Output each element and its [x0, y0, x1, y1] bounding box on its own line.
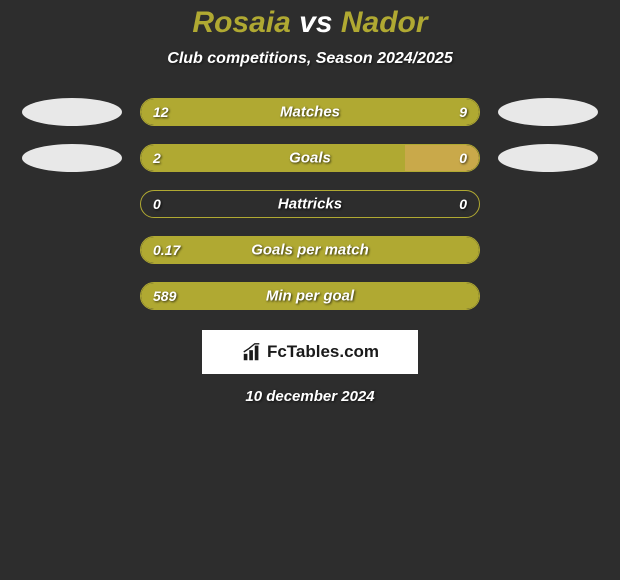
stat-row: 12 Matches 9 — [0, 98, 620, 126]
stat-row: 0.17 Goals per match — [0, 236, 620, 264]
stat-value-right: 0 — [459, 150, 467, 166]
stat-bar: 0.17 Goals per match — [140, 236, 480, 264]
title-vs: vs — [299, 6, 332, 39]
stat-bar: 2 Goals 0 — [140, 144, 480, 172]
page-title: Rosaia vs Nador — [0, 6, 620, 40]
bar-fill-right — [405, 145, 479, 171]
bar-fill-left — [141, 145, 405, 171]
date-text: 10 december 2024 — [0, 388, 620, 405]
stat-value-left: 0 — [153, 196, 161, 212]
stat-row: 2 Goals 0 — [0, 144, 620, 172]
stat-row: 589 Min per goal — [0, 282, 620, 310]
brand-text: FcTables.com — [267, 342, 379, 362]
subtitle: Club competitions, Season 2024/2025 — [0, 50, 620, 68]
brand-box[interactable]: FcTables.com — [202, 330, 418, 374]
stat-row: 0 Hattricks 0 — [0, 190, 620, 218]
player2-badge — [498, 144, 598, 172]
stat-label: Min per goal — [266, 288, 354, 305]
player1-badge — [22, 144, 122, 172]
stat-bar: 0 Hattricks 0 — [140, 190, 480, 218]
stat-value-right: 0 — [459, 196, 467, 212]
main-container: Rosaia vs Nador Club competitions, Seaso… — [0, 0, 620, 405]
stat-value-right: 9 — [459, 104, 467, 120]
bar-fill-right — [334, 99, 479, 125]
stat-bar: 589 Min per goal — [140, 282, 480, 310]
stats-container: 12 Matches 9 2 Goals 0 0 Hattricks 0 0.17 Goals pe… — [0, 98, 620, 310]
player1-badge — [22, 98, 122, 126]
title-player1: Rosaia — [192, 6, 290, 39]
stat-bar: 12 Matches 9 — [140, 98, 480, 126]
stat-value-left: 589 — [153, 288, 176, 304]
stat-label: Goals — [289, 150, 331, 167]
chart-icon — [241, 341, 263, 363]
title-player2: Nador — [341, 6, 428, 39]
player2-badge — [498, 98, 598, 126]
stat-label: Matches — [280, 104, 340, 121]
stat-value-left: 12 — [153, 104, 169, 120]
stat-label: Goals per match — [251, 242, 369, 259]
stat-value-left: 0.17 — [153, 242, 180, 258]
stat-label: Hattricks — [278, 196, 342, 213]
stat-value-left: 2 — [153, 150, 161, 166]
